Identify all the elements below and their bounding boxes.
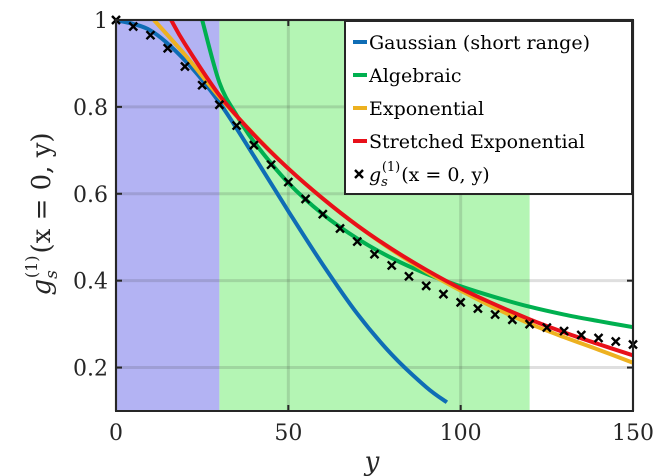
data-marker-15 [369, 249, 380, 260]
legend: Gaussian (short range) Algebraic Exponenti… [344, 20, 633, 195]
data-marker-26 [559, 326, 569, 336]
series-lines [116, 20, 633, 404]
svg-text:gs(1)(x = 0, y): gs(1) (x = 0, y) [22, 132, 62, 295]
data-marker-20 [455, 297, 466, 308]
data-marker-16 [386, 260, 397, 271]
data-marker-1 [128, 21, 139, 32]
legend-label-1: Gaussian (short range) [369, 32, 590, 54]
legend-label-3: Exponential [369, 98, 484, 120]
y-axis-label-subscript: s [42, 270, 62, 279]
data-marker-12 [317, 209, 328, 220]
data-marker-17 [404, 271, 414, 282]
x-tick-label-3: 150 [612, 421, 654, 446]
legend-label-2: Algebraic [368, 65, 462, 87]
y-tick-label-4: 1 [94, 9, 108, 34]
legend-label-5: gs(1)(x = 0, y) [369, 160, 490, 190]
axis-ticks: 0 50 100 150 0.2 0.4 0.6 0.8 1 [73, 9, 654, 446]
y-axis-label: gs(1) (x = 0, y) [22, 132, 62, 295]
data-marker-29 [610, 336, 621, 347]
data-marker-7 [231, 120, 242, 131]
legend-label-4: Stretched Exponential [369, 131, 585, 153]
legend-label-sup: (1) [382, 160, 400, 175]
y-tick-label-0: 0.2 [73, 357, 108, 382]
y-tick-label-3: 0.8 [73, 96, 108, 121]
data-marker-5 [197, 80, 208, 91]
data-marker-19 [438, 289, 449, 299]
y-axis-label-superscript: (1) [22, 255, 41, 278]
data-marker-2 [145, 30, 156, 41]
data-marker-22 [490, 309, 500, 320]
data-marker-27 [576, 330, 587, 340]
data-marker-13 [335, 223, 345, 234]
x-axis-label: y [364, 447, 380, 476]
data-marker-4 [180, 61, 190, 72]
legend-label-args: (x = 0, y) [401, 164, 489, 186]
legend-label-g: g [369, 164, 381, 186]
data-marker-11 [300, 194, 311, 204]
x-tick-label-2: 100 [440, 421, 482, 446]
legend-label-sub: s [381, 175, 388, 190]
y-tick-label-1: 0.4 [73, 270, 108, 295]
data-marker-18 [421, 281, 432, 291]
data-marker-28 [593, 333, 604, 343]
series-line-1 [116, 20, 449, 404]
data-marker-23 [507, 314, 518, 325]
y-axis-label-g: g [27, 279, 57, 296]
data-marker-24 [524, 319, 535, 329]
y-tick-label-2: 0.6 [73, 183, 108, 208]
data-marker-10 [283, 177, 294, 187]
data-marker-6 [214, 99, 225, 110]
data-marker-8 [249, 140, 259, 150]
legend-marker-5 [354, 169, 364, 179]
x-tick-label-1: 50 [274, 421, 302, 446]
data-marker-25 [541, 322, 552, 333]
data-marker-9 [266, 159, 276, 170]
data-marker-14 [352, 236, 363, 247]
legend-box [344, 20, 633, 195]
x-tick-label-0: 0 [109, 421, 123, 446]
series-line-4 [169, 20, 633, 358]
data-marker-3 [162, 43, 173, 54]
data-marker-21 [473, 303, 483, 314]
y-axis-label-arguments: (x = 0, y) [27, 132, 57, 253]
